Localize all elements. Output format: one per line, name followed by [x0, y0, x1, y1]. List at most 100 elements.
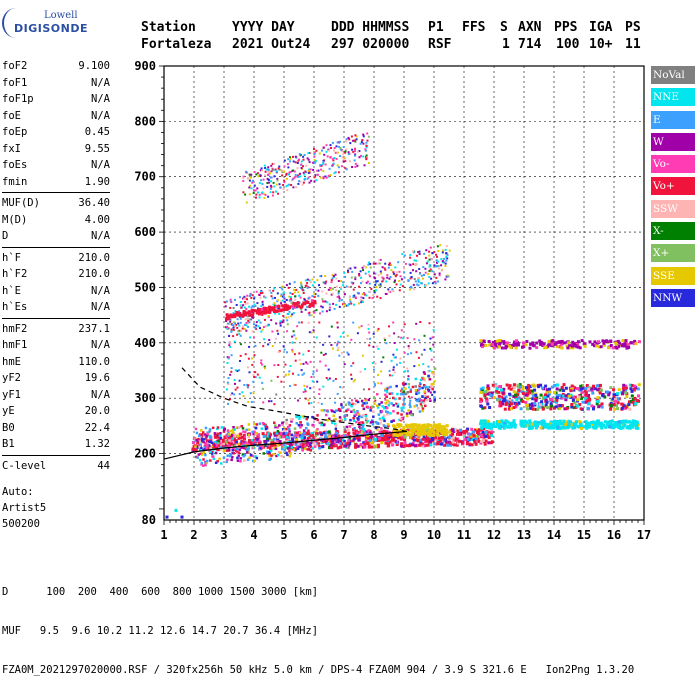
trace-point-third-hop — [328, 149, 330, 152]
trace-point-f2 — [289, 452, 292, 455]
trace-point-f2-base — [376, 443, 380, 447]
trace-point-f2-base — [276, 435, 280, 439]
trace-point-second-hop-red — [285, 306, 289, 310]
trace-point-f2 — [384, 425, 387, 428]
trace-point-spread — [226, 322, 229, 325]
x-tick-label: 10 — [427, 528, 441, 542]
trace-point-second-hop — [297, 291, 300, 294]
trace-point-second-hop — [342, 284, 345, 287]
trace-point-second-hop — [243, 297, 246, 300]
trace-point-f2 — [276, 440, 279, 443]
trace-point-band-250 — [628, 426, 632, 430]
trace-point-second-hop — [442, 249, 444, 252]
trace-point-band-300 — [534, 407, 538, 411]
trace-point-f2 — [345, 434, 348, 437]
trace-point-band-300 — [546, 406, 550, 409]
trace-point-second-hop — [445, 252, 448, 255]
trace-point-f2-base — [373, 445, 377, 449]
trace-point-f2 — [267, 432, 270, 435]
trace-point-second-hop — [226, 325, 229, 328]
trace-point-second-hop — [247, 319, 250, 322]
trace-point-second-hop — [358, 285, 361, 288]
trace-point-f2-base — [231, 435, 235, 439]
trace-point-f2 — [340, 418, 343, 422]
trace-point-band-250 — [633, 423, 636, 427]
trace-point-f2 — [361, 402, 365, 405]
trace-point-f2 — [229, 429, 233, 433]
trace-point-second-hop — [271, 297, 274, 300]
trace-point-band-300 — [631, 400, 635, 404]
trace-point-second-hop — [394, 275, 397, 278]
param-name: yF2 — [2, 372, 21, 384]
trace-point-third-hop — [332, 159, 335, 162]
trace-point-f2 — [402, 390, 406, 393]
trace-point-spread — [336, 349, 339, 352]
trace-point-second-hop — [227, 327, 230, 330]
trace-point-band-300 — [625, 395, 629, 399]
trace-point-third-hop — [267, 166, 270, 169]
trace-point-second-hop — [251, 294, 254, 297]
trace-point-f2 — [202, 451, 205, 454]
trace-point-f2-base — [380, 434, 384, 437]
trace-point-f2-base — [468, 432, 472, 436]
trace-point-spread — [369, 337, 372, 340]
trace-point-band-400 — [515, 341, 519, 345]
trace-point-third-hop — [334, 151, 337, 154]
trace-point-f2-base — [400, 435, 404, 439]
trace-point-third-hop — [361, 139, 364, 142]
param-value: 22.4 — [84, 421, 110, 434]
trace-point-f2-base — [353, 431, 357, 435]
trace-point-third-hop — [298, 158, 300, 161]
x-tick-label: 1 — [160, 528, 167, 542]
trace-point-third-hop — [342, 146, 345, 148]
trace-point-band-250 — [524, 420, 528, 424]
trace-point-spread — [346, 334, 349, 337]
trace-point-third-hop — [253, 171, 256, 173]
trace-point-third-hop — [289, 171, 292, 174]
trace-point-spread — [242, 395, 245, 397]
trace-point-spread — [407, 345, 410, 348]
trace-point-second-hop — [250, 318, 253, 321]
trace-point-second-hop-red — [248, 313, 252, 317]
trace-point-f2 — [380, 410, 384, 413]
trace-point-f2-base — [300, 436, 304, 440]
trace-point-second-hop — [350, 276, 353, 279]
trace-point-second-hop — [378, 284, 381, 286]
trace-point-third-hop — [303, 154, 306, 156]
trace-point-third-hop — [335, 157, 338, 160]
trace-point-spread — [407, 375, 410, 378]
trace-point-second-hop — [321, 310, 324, 313]
trace-point-spread — [366, 338, 369, 340]
trace-point-f2 — [313, 439, 316, 443]
trace-point-f2-base — [465, 429, 469, 433]
trace-point-f2-base — [380, 441, 384, 445]
trace-point-spread — [251, 363, 254, 366]
trace-point-f2-base — [217, 444, 221, 448]
trace-point-second-hop-red — [267, 305, 271, 309]
trace-point-spread — [364, 398, 367, 401]
trace-point-f2-base — [443, 443, 447, 447]
trace-point-second-hop — [379, 270, 382, 273]
param-name: yE — [2, 405, 15, 417]
trace-point-f2 — [227, 431, 230, 434]
trace-point-band-250 — [483, 419, 487, 423]
trace-point-second-hop — [379, 258, 382, 261]
trace-point-band-250 — [592, 426, 596, 430]
trace-point-second-hop — [424, 267, 427, 270]
trace-point-third-hop — [283, 159, 286, 162]
trace-point-second-hop — [383, 267, 386, 270]
trace-point-band-400 — [598, 345, 601, 349]
trace-point-f2 — [326, 438, 329, 442]
trace-point-second-hop — [306, 282, 309, 284]
trace-point-third-hop — [248, 193, 251, 196]
trace-point-band-400 — [513, 340, 517, 344]
trace-point-third-hop — [266, 185, 269, 188]
trace-point-band-300 — [587, 387, 590, 391]
trace-point-f2 — [328, 434, 331, 438]
trace-point-f2 — [215, 443, 219, 447]
trace-point-f2 — [365, 417, 368, 420]
trace-point-second-hop — [418, 253, 421, 255]
trace-point-third-hop — [266, 182, 269, 184]
trace-point-spread — [230, 367, 233, 370]
trace-point-band-300 — [534, 399, 538, 403]
